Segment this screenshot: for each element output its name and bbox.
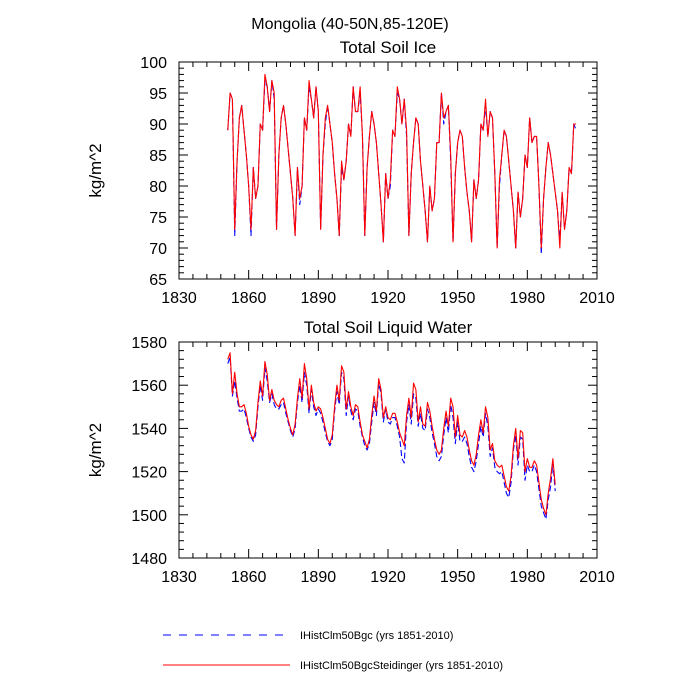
series-line-ihistclm50bgcsteidinger-yrs-1851-2010 xyxy=(227,73,577,249)
y-tick-label: 1540 xyxy=(131,421,167,438)
y-tick-label: 75 xyxy=(149,210,167,227)
panel-total-soil-ice: Total Soil Ice kg/m^2 1830 1860 1890 1920 1950… xyxy=(86,38,615,307)
legend: IHistClm50Bgc (yrs 1851-2010) IHistClm50… xyxy=(163,630,503,672)
y-tick-label: 1520 xyxy=(131,465,167,482)
x-tick-label: 1950 xyxy=(440,290,476,307)
y-tick-label: 1580 xyxy=(131,335,167,352)
x-tick-label: 1890 xyxy=(301,569,337,586)
y-tick-label: 95 xyxy=(149,86,167,103)
series-line-ihistclm50bgcsteidinger-yrs-1851-2010 xyxy=(227,352,556,516)
y-tick-label: 80 xyxy=(149,179,167,196)
x-tick-label: 1980 xyxy=(510,290,546,307)
panel-total-soil-liquid-water: Total Soil Liquid Water kg/m^2 1830 1860 189… xyxy=(86,318,615,586)
y-tick-label: 65 xyxy=(149,272,167,289)
plot-frame xyxy=(178,341,598,559)
y-tick-label: 1480 xyxy=(131,551,167,568)
y-tick-label: 1560 xyxy=(131,378,167,395)
y-tick-label: 100 xyxy=(140,55,167,72)
x-tick-label: 1860 xyxy=(231,290,267,307)
x-tick-label: 1860 xyxy=(231,569,267,586)
y-tick-label: 90 xyxy=(149,117,167,134)
figure-title: Mongolia (40-50N,85-120E) xyxy=(251,16,448,33)
y-tick-label: 1500 xyxy=(131,508,167,525)
x-tick-label: 1920 xyxy=(370,569,406,586)
y-axis-label: kg/m^2 xyxy=(86,143,105,197)
x-tick-label: 2010 xyxy=(579,569,615,586)
plot-frame xyxy=(178,61,598,280)
x-tick-label: 1830 xyxy=(161,569,197,586)
legend-label-ihistclm50bgcsteidinger: IHistClm50BgcSteidinger (yrs 1851-2010) xyxy=(300,660,503,672)
legend-label-ihistclm50bgc: IHistClm50Bgc (yrs 1851-2010) xyxy=(300,630,453,642)
x-tick-label: 1950 xyxy=(440,569,476,586)
panel-title: Total Soil Ice xyxy=(340,38,436,57)
x-tick-label: 1980 xyxy=(510,569,546,586)
x-tick-label: 1890 xyxy=(301,290,337,307)
y-axis-label: kg/m^2 xyxy=(86,423,105,477)
y-tick-label: 70 xyxy=(149,241,167,258)
x-tick-label: 1920 xyxy=(370,290,406,307)
series-line-ihistclm50bgc-yrs-1851-2010 xyxy=(227,356,556,520)
x-tick-label: 1830 xyxy=(161,290,197,307)
y-tick-label: 85 xyxy=(149,148,167,165)
panel-title: Total Soil Liquid Water xyxy=(304,318,473,337)
x-tick-label: 2010 xyxy=(579,290,615,307)
